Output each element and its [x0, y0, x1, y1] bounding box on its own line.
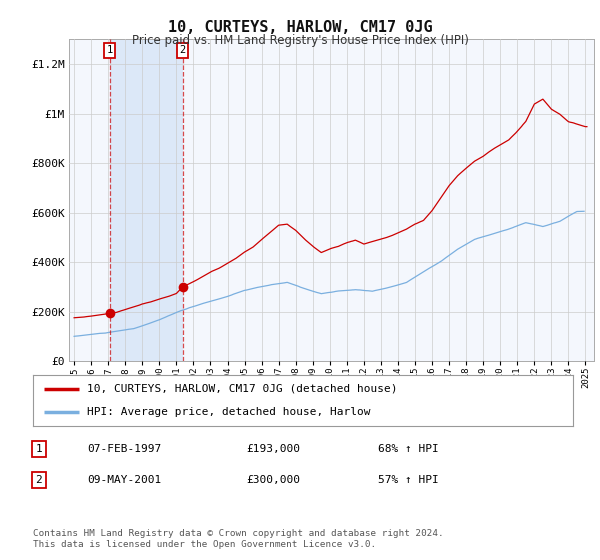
Text: 2: 2 [179, 45, 185, 55]
Text: Price paid vs. HM Land Registry's House Price Index (HPI): Price paid vs. HM Land Registry's House … [131, 34, 469, 46]
Text: 68% ↑ HPI: 68% ↑ HPI [378, 444, 439, 454]
Text: 57% ↑ HPI: 57% ↑ HPI [378, 475, 439, 485]
Text: £300,000: £300,000 [246, 475, 300, 485]
Text: 09-MAY-2001: 09-MAY-2001 [87, 475, 161, 485]
Text: 07-FEB-1997: 07-FEB-1997 [87, 444, 161, 454]
Text: 1: 1 [35, 444, 43, 454]
Text: £193,000: £193,000 [246, 444, 300, 454]
Bar [110, 39, 182, 361]
Text: 1: 1 [106, 45, 113, 55]
Text: 10, CURTEYS, HARLOW, CM17 0JG: 10, CURTEYS, HARLOW, CM17 0JG [167, 20, 433, 35]
Text: 10, CURTEYS, HARLOW, CM17 0JG (detached house): 10, CURTEYS, HARLOW, CM17 0JG (detached … [87, 384, 398, 394]
Text: Contains HM Land Registry data © Crown copyright and database right 2024.
This d: Contains HM Land Registry data © Crown c… [33, 529, 443, 549]
Text: HPI: Average price, detached house, Harlow: HPI: Average price, detached house, Harl… [87, 407, 371, 417]
Text: 2: 2 [35, 475, 43, 485]
